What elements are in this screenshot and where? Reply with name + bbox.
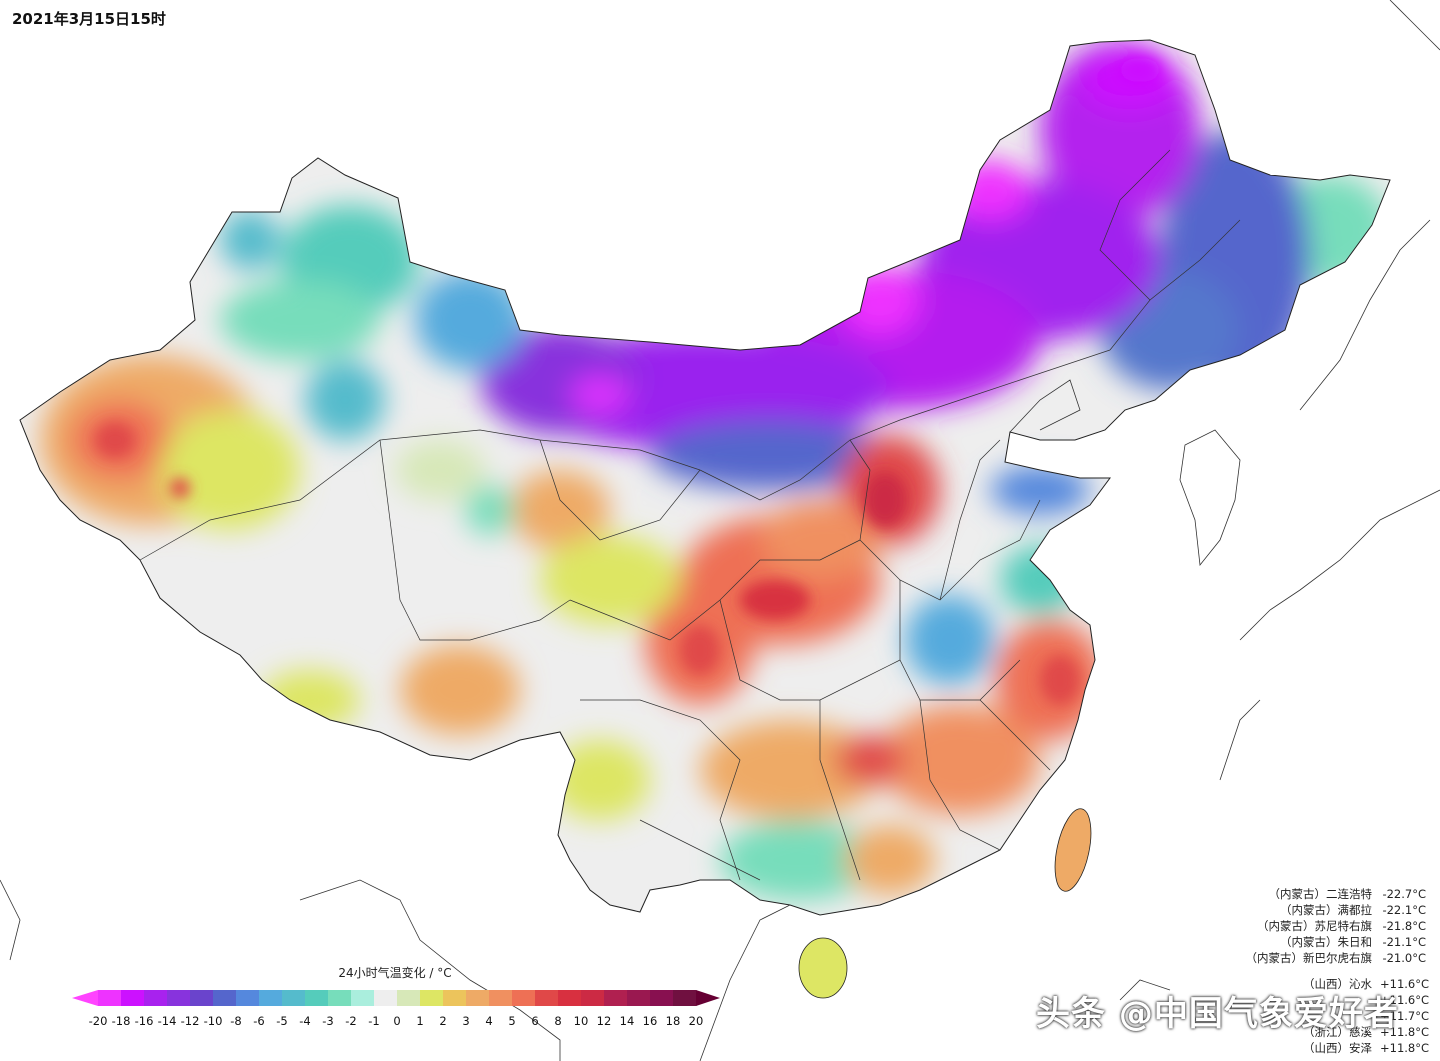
legend-tick-label: 12 <box>596 1014 612 1028</box>
legend-swatch <box>351 990 375 1006</box>
legend-title: 24小时气温变化 / °C <box>338 966 452 980</box>
station-value: +11.7°C <box>1380 1009 1430 1023</box>
legend-swatch <box>167 990 191 1006</box>
legend-swatch <box>627 990 651 1006</box>
station-value: +11.8°C <box>1380 1041 1430 1055</box>
station-name: （内蒙古）朱日和 <box>1280 935 1372 949</box>
legend-colorbar <box>72 990 720 1006</box>
map-title: 2021年3月15日15时 <box>12 10 166 28</box>
legend-tick-label: 16 <box>642 1014 658 1028</box>
legend-swatch <box>604 990 628 1006</box>
legend-swatch <box>144 990 168 1006</box>
legend-tick-label: 0 <box>393 1014 401 1028</box>
legend-swatch <box>236 990 260 1006</box>
legend-tick-label: 4 <box>485 1014 493 1028</box>
legend-tick-label: 8 <box>554 1014 562 1028</box>
cold-station-list: （内蒙古）二连浩特 -22.7°C （内蒙古）满都拉 -22.1°C （内蒙古）苏尼特右… <box>1246 886 1427 966</box>
legend-tick-label: 10 <box>573 1014 589 1028</box>
legend-tick-label: -14 <box>157 1014 177 1028</box>
legend-tick-label: 6 <box>531 1014 539 1028</box>
legend-max-arrow <box>696 990 720 1006</box>
station-name: （内蒙古）苏尼特右旗 <box>1257 919 1372 933</box>
station-name: （内蒙古）满都拉 <box>1280 903 1372 917</box>
legend-swatch <box>98 990 122 1006</box>
legend-min-arrow <box>72 990 98 1006</box>
station-row: （山西）安泽 +11.8°C <box>1303 1040 1430 1056</box>
station-row: +11.6°C <box>1303 992 1430 1008</box>
legend-tick-label: 1 <box>416 1014 424 1028</box>
legend-swatch <box>121 990 145 1006</box>
station-value: -21.1°C <box>1382 935 1426 949</box>
legend-swatch <box>512 990 536 1006</box>
legend-swatch <box>443 990 467 1006</box>
legend-tick-label: -16 <box>134 1014 154 1028</box>
station-row: （浙江）慈溪 +11.8°C <box>1303 1024 1430 1040</box>
warm-station-list: （山西）沁水 +11.6°C +11.6°C +11.7°C （浙江）慈溪 +11.8°C… <box>1303 976 1430 1056</box>
station-value: -22.1°C <box>1382 903 1426 917</box>
legend-tick-label: -2 <box>345 1014 357 1028</box>
station-value: -22.7°C <box>1382 887 1426 901</box>
station-value: -21.8°C <box>1382 919 1426 933</box>
station-row: （山西）沁水 +11.6°C <box>1303 976 1430 992</box>
legend-swatch <box>420 990 444 1006</box>
legend-swatch <box>673 990 697 1006</box>
legend-tick-label: -5 <box>276 1014 288 1028</box>
legend-tick-label: -10 <box>203 1014 223 1028</box>
station-name: （内蒙古）新巴尔虎右旗 <box>1245 951 1373 965</box>
legend-tick-label: 5 <box>508 1014 516 1028</box>
station-row: （内蒙古）苏尼特右旗 -21.8°C <box>1246 918 1426 934</box>
legend-labels: -20 -18 -16 -14 -12 -10 -8 -6 -5 -4 -3 -2 -1 0 1 2 3 4 5 6 8… <box>70 1014 730 1030</box>
legend-swatch <box>397 990 421 1006</box>
legend-tick-label: 3 <box>462 1014 470 1028</box>
station-name: （内蒙古）二连浩特 <box>1268 887 1373 901</box>
color-legend: 24小时气温变化 / °C -20 -18 -16 -14 -12 -10 -8 -6 -5 -4… <box>70 958 730 1038</box>
legend-swatch <box>282 990 306 1006</box>
station-name: （浙江）慈溪 <box>1303 1025 1372 1039</box>
legend-tick-label: -4 <box>299 1014 311 1028</box>
legend-swatch <box>650 990 674 1006</box>
legend-swatch <box>213 990 237 1006</box>
legend-tick-label: -1 <box>368 1014 380 1028</box>
legend-tick-label: -6 <box>253 1014 265 1028</box>
legend-tick-label: -18 <box>111 1014 131 1028</box>
legend-tick-label: 14 <box>619 1014 635 1028</box>
legend-tick-label: 18 <box>665 1014 681 1028</box>
taiwan-island <box>1054 808 1092 892</box>
country-border <box>19 39 1391 916</box>
legend-swatch <box>535 990 559 1006</box>
legend-swatch <box>489 990 513 1006</box>
legend-swatch <box>305 990 329 1006</box>
legend-tick-label: -8 <box>230 1014 242 1028</box>
legend-swatch <box>374 990 398 1006</box>
station-row: （内蒙古）朱日和 -21.1°C <box>1246 934 1426 950</box>
legend-swatch <box>328 990 352 1006</box>
hainan-island <box>798 937 848 999</box>
legend-swatch <box>466 990 490 1006</box>
station-name: （山西）沁水 <box>1303 977 1372 991</box>
legend-swatch <box>558 990 582 1006</box>
station-value: +11.6°C <box>1380 977 1430 991</box>
station-value: +11.6°C <box>1380 993 1430 1007</box>
station-row: （内蒙古）新巴尔虎右旗 -21.0°C <box>1246 950 1427 966</box>
watermark: 头条 @中国气象爱好者 <box>1036 994 1399 1034</box>
legend-swatch <box>259 990 283 1006</box>
legend-tick-label: 2 <box>439 1014 447 1028</box>
station-value: +11.8°C <box>1380 1025 1430 1039</box>
legend-tick-label: 20 <box>688 1014 704 1028</box>
legend-tick-label: -3 <box>322 1014 334 1028</box>
station-name: （山西）安泽 <box>1303 1041 1372 1055</box>
legend-swatch <box>190 990 214 1006</box>
station-row: （内蒙古）二连浩特 -22.7°C <box>1246 886 1427 902</box>
province-borders <box>139 149 1241 881</box>
station-row: （内蒙古）满都拉 -22.1°C <box>1246 902 1426 918</box>
station-value: -21.0°C <box>1382 951 1426 965</box>
station-row: +11.7°C <box>1303 1008 1430 1024</box>
legend-swatch <box>581 990 605 1006</box>
legend-tick-label: -12 <box>180 1014 200 1028</box>
legend-tick-label: -20 <box>88 1014 108 1028</box>
